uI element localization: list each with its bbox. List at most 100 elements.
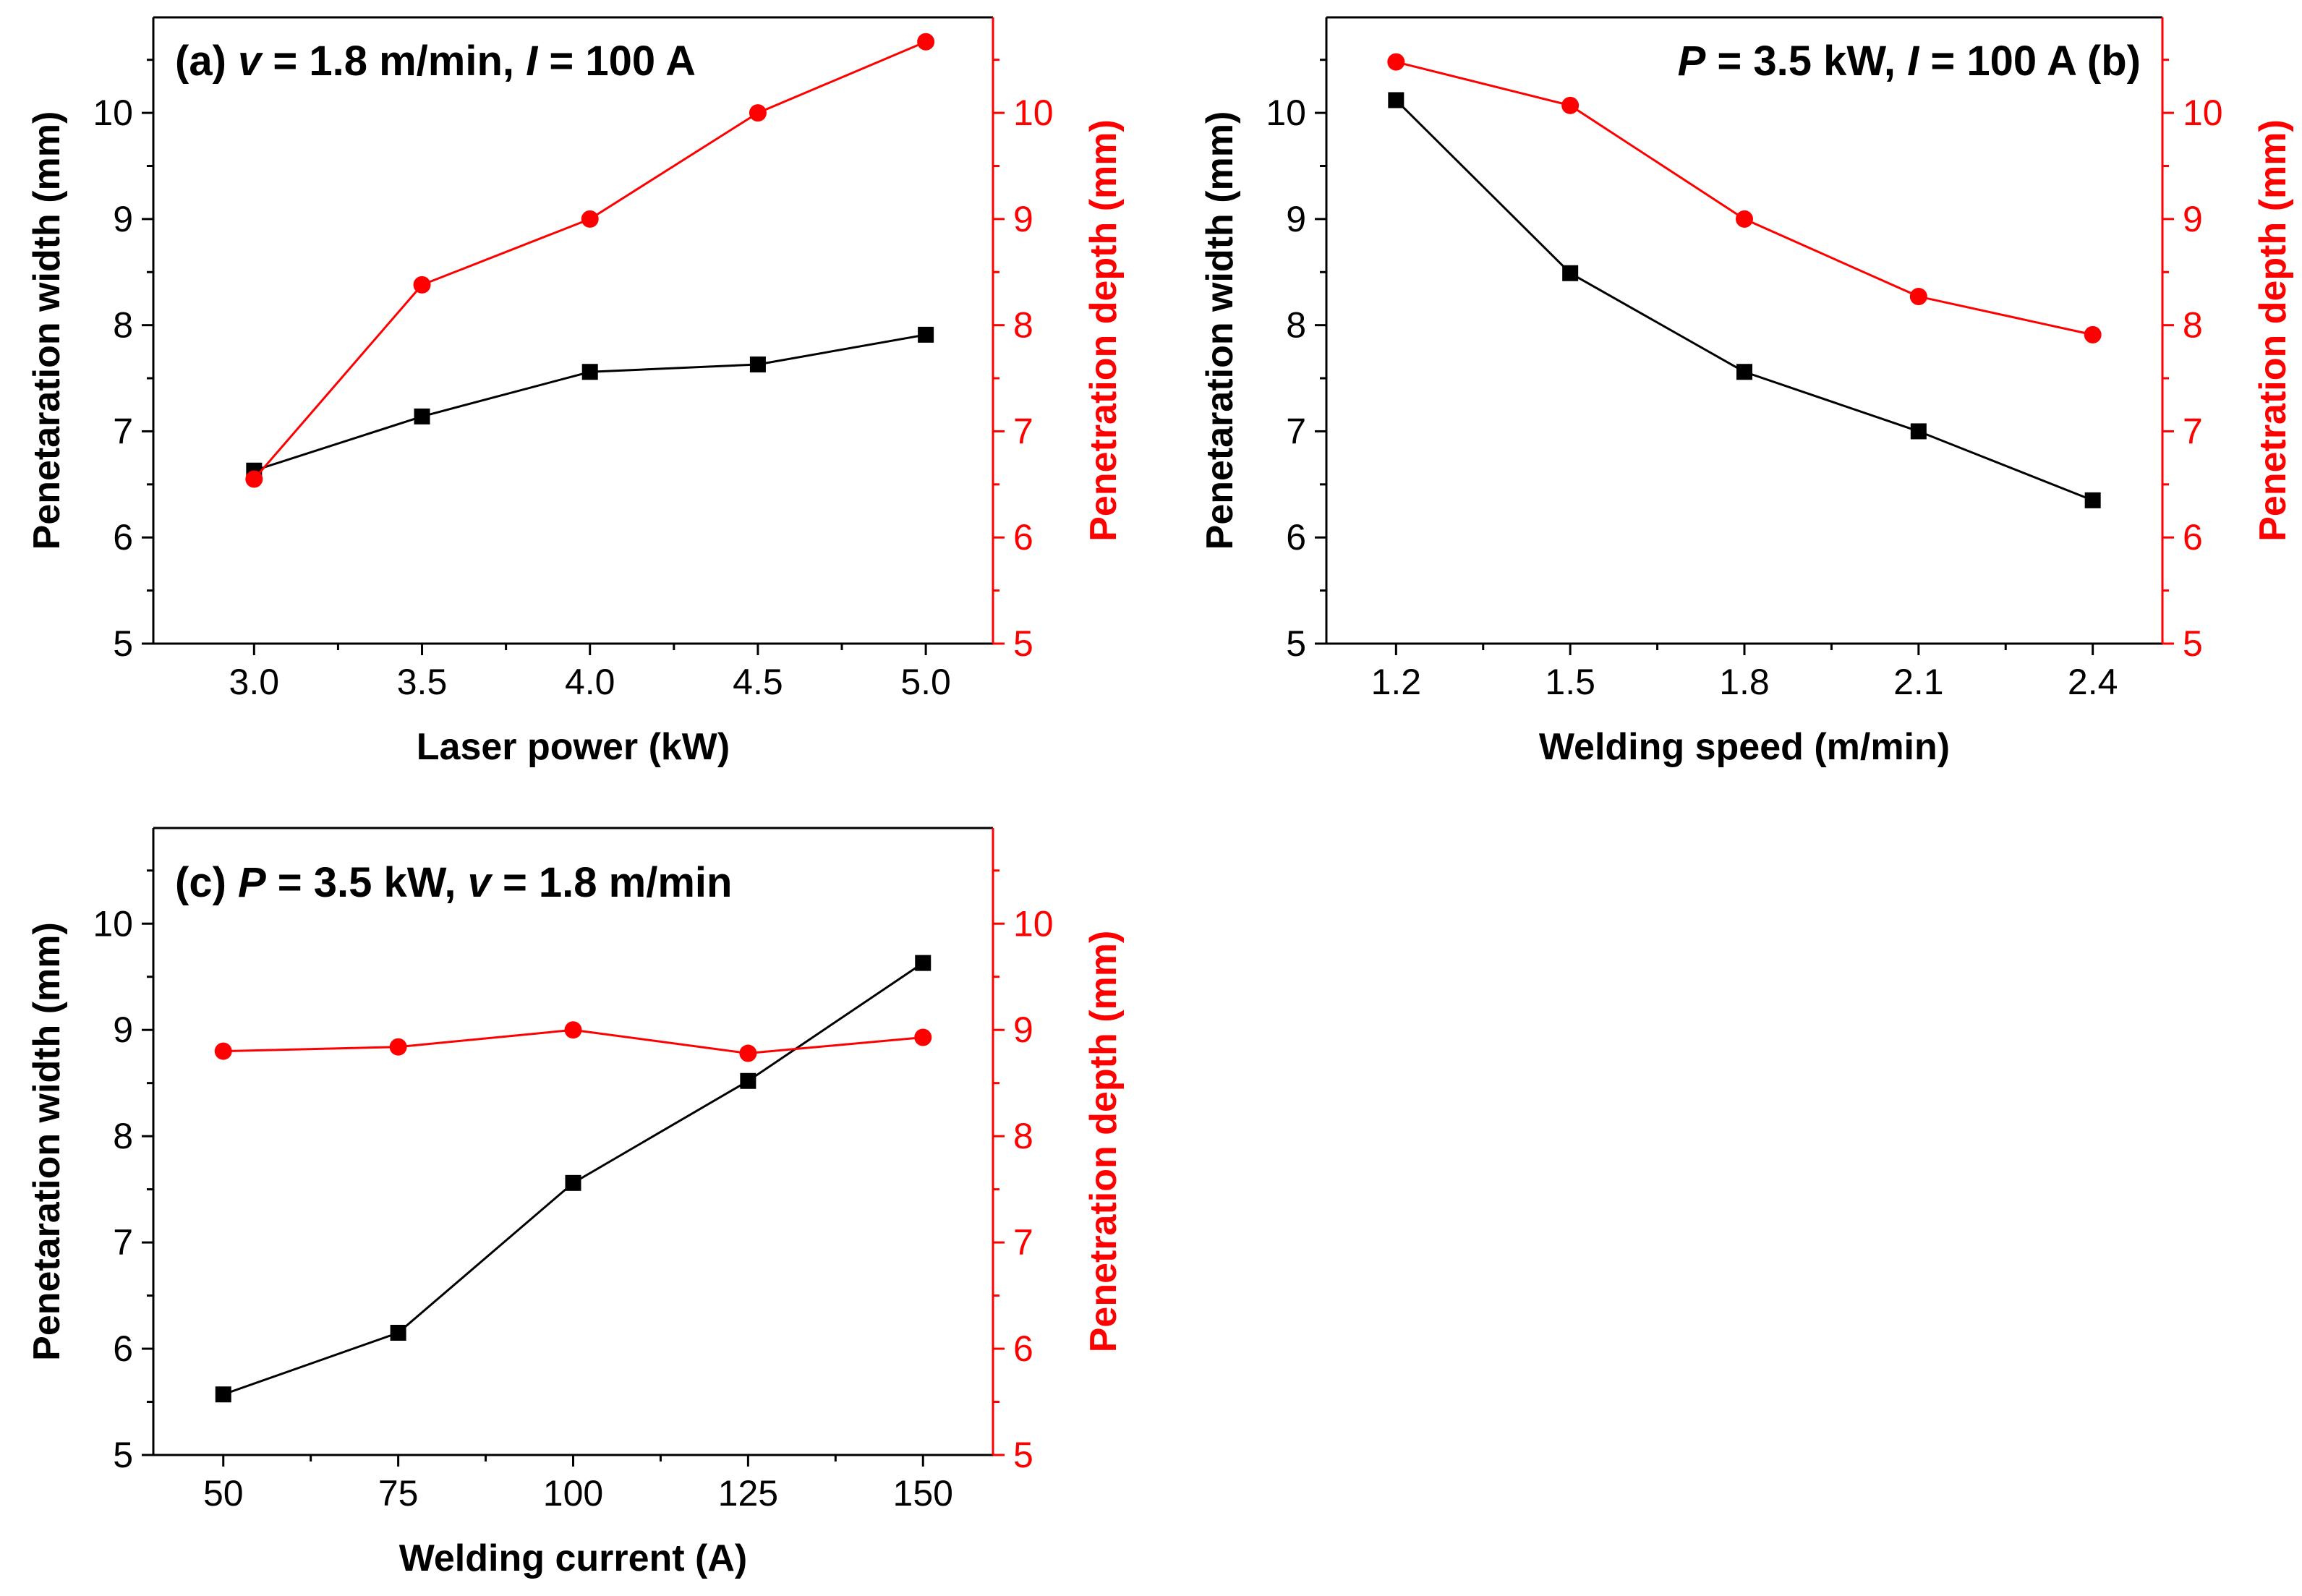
annotation-part: = 3.5 kW,: [266, 859, 468, 906]
y-right-tick-label: 7: [1013, 1222, 1033, 1263]
width-data-point: [749, 356, 766, 372]
depth-data-point: [564, 1021, 582, 1039]
panel-annotation: (c) P = 3.5 kW, v = 1.8 m/min: [175, 859, 732, 906]
y-left-tick-label: 5: [113, 1435, 133, 1475]
x-tick-label: 5.0: [900, 662, 951, 702]
width-data-point: [215, 1386, 231, 1403]
y-right-tick-label: 6: [2183, 517, 2203, 558]
width-series-line: [253, 333, 926, 472]
depth-data-point: [581, 210, 599, 228]
y-right-tick-label: 9: [1013, 199, 1033, 239]
depth-data-point: [1909, 288, 1927, 306]
y-right-tick-label: 7: [2183, 411, 2203, 451]
y-right-tick-label: 6: [1013, 517, 1033, 558]
x-tick-label: 3.5: [397, 662, 448, 702]
y-left-axis-title: Penetaration width (mm): [26, 111, 68, 550]
y-left-tick-label: 8: [1286, 305, 1306, 346]
annotation-part: P: [1678, 38, 1706, 85]
y-right-tick-label: 10: [2183, 93, 2223, 133]
width-data-point: [1562, 265, 1579, 281]
y-left-tick-label: 9: [113, 1010, 133, 1050]
y-left-axis-title: Penetaration width (mm): [1199, 111, 1241, 550]
x-tick-label: 75: [378, 1473, 419, 1514]
y-right-axis-title: Penetration depth (mm): [1083, 931, 1125, 1353]
depth-data-point: [739, 1044, 757, 1062]
y-right-axis-title: Penetration depth (mm): [1083, 119, 1125, 542]
y-right-axis-title: Penetration depth (mm): [2252, 119, 2294, 542]
annotation-part: I: [1907, 38, 1920, 85]
y-right-tick-label: 8: [2183, 305, 2203, 346]
y-left-axis-title: Penetaration width (mm): [26, 922, 68, 1361]
y-left-tick-label: 10: [1266, 93, 1306, 133]
x-tick-label: 4.5: [733, 662, 783, 702]
y-left-tick-label: 6: [113, 1328, 133, 1369]
x-tick-label: 2.4: [2068, 662, 2118, 702]
depth-data-point: [214, 1042, 232, 1060]
chart-panel-b: 1.2 1.5 1.8 2.1 2.4 5 5 6 6 7 7 8 8 9 9 10 10 Welding spe…: [1199, 16, 2294, 768]
depth-series-line: [1395, 61, 2093, 336]
y-left-tick-label: 10: [93, 903, 133, 944]
annotation-part: = 3.5 kW,: [1705, 38, 1907, 85]
annotation-part: (c): [175, 859, 238, 906]
depth-data-point: [749, 104, 767, 122]
annotation-part: = 100 A: [537, 38, 696, 85]
annotation-part: (a): [175, 38, 238, 85]
y-left-tick-label: 10: [93, 93, 133, 133]
x-tick-label: 125: [718, 1473, 778, 1514]
annotation-part: = 1.8 m/min,: [261, 38, 526, 85]
panel-annotation: P = 3.5 kW, I = 100 A (b): [1678, 38, 2141, 85]
y-right-tick-label: 6: [1013, 1328, 1033, 1369]
x-tick-label: 3.0: [229, 662, 280, 702]
y-right-tick-label: 10: [1013, 93, 1054, 133]
x-axis-title: Laser power (kW): [417, 726, 730, 768]
y-right-tick-label: 10: [1013, 903, 1054, 944]
annotation-part: = 1.8 m/min: [491, 859, 733, 906]
width-data-point: [740, 1072, 756, 1089]
x-tick-label: 50: [203, 1473, 244, 1514]
width-data-point: [918, 326, 934, 343]
depth-data-point: [1561, 96, 1580, 114]
annotation-part: = 100 A (b): [1919, 38, 2141, 85]
chart-panel-c: 50 75 100 125 150 5 5 6 6 7 7 8 8 9 9 10 10 Welding curre…: [26, 827, 1125, 1579]
y-left-tick-label: 6: [1286, 517, 1306, 558]
y-left-tick-label: 7: [1286, 411, 1306, 451]
depth-data-point: [917, 33, 935, 51]
y-left-tick-label: 8: [113, 1116, 133, 1156]
width-data-point: [414, 408, 430, 424]
width-series-line: [1395, 99, 2094, 502]
y-left-tick-label: 5: [1286, 623, 1306, 664]
depth-data-point: [1736, 210, 1753, 228]
annotation-part: P: [238, 859, 266, 906]
x-tick-label: 1.2: [1371, 662, 1422, 702]
y-left-tick-label: 5: [113, 623, 133, 664]
x-tick-label: 4.0: [565, 662, 615, 702]
x-axis-title: Welding current (A): [399, 1537, 747, 1579]
width-data-point: [1736, 364, 1752, 380]
width-data-point: [1388, 92, 1404, 108]
annotation-part: v: [238, 38, 263, 85]
x-tick-label: 2.1: [1893, 662, 1944, 702]
width-data-point: [915, 955, 932, 971]
depth-data-point: [245, 470, 263, 488]
depth-data-point: [389, 1038, 407, 1056]
y-right-tick-label: 5: [1013, 1435, 1033, 1475]
x-tick-label: 1.5: [1545, 662, 1595, 702]
y-left-tick-label: 7: [113, 1222, 133, 1263]
y-right-tick-label: 5: [1013, 623, 1033, 664]
annotation-part: I: [526, 38, 539, 85]
y-left-tick-label: 8: [113, 305, 133, 346]
panel-annotation: (a) v = 1.8 m/min, I = 100 A: [175, 38, 696, 85]
y-right-tick-label: 8: [1013, 305, 1033, 346]
width-data-point: [1910, 423, 1927, 440]
depth-data-point: [2084, 325, 2102, 343]
y-left-tick-label: 6: [113, 517, 133, 558]
x-tick-label: 150: [893, 1473, 953, 1514]
depth-data-point: [914, 1028, 932, 1046]
width-data-point: [2084, 492, 2101, 508]
y-right-tick-label: 7: [1013, 411, 1033, 451]
depth-data-point: [413, 276, 431, 294]
y-right-tick-label: 9: [1013, 1010, 1033, 1050]
width-data-point: [581, 364, 598, 380]
x-tick-label: 100: [543, 1473, 603, 1514]
y-left-tick-label: 9: [113, 199, 133, 239]
